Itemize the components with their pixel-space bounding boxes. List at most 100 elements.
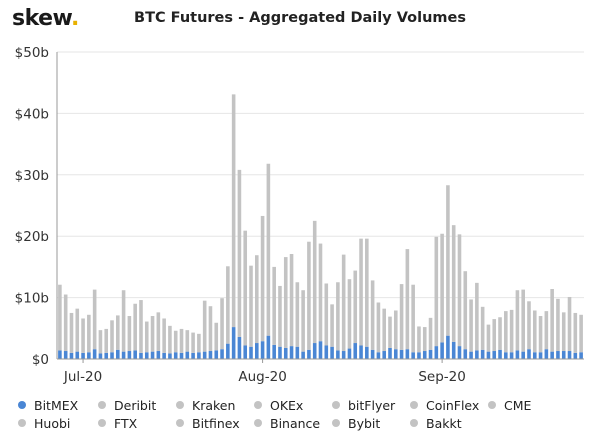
bar-bitmex (353, 343, 358, 359)
bar-other-exchanges (69, 312, 74, 353)
legend-item-bitfinex[interactable]: Bitfinex (176, 416, 254, 431)
bar-bitmex (579, 352, 583, 359)
bar-other-exchanges (359, 238, 363, 346)
legend-item-bitmex[interactable]: BitMEX (18, 398, 98, 413)
bar-other-exchanges (127, 316, 132, 352)
legend-swatch (18, 419, 26, 427)
bar-other-exchanges (330, 304, 334, 347)
bar-other-exchanges (341, 254, 346, 352)
bar-other-exchanges (376, 302, 381, 353)
bar-other-exchanges (185, 330, 190, 352)
bar-bitmex (451, 341, 456, 359)
bar-bitmex (492, 351, 497, 359)
legend-row: Huobi FTX Bitfinex Binance Bybit Bakkt (18, 414, 593, 432)
brand-dot: . (70, 6, 79, 31)
bar-other-exchanges (220, 298, 224, 350)
bar-bitmex (324, 345, 329, 359)
bar-bitmex (139, 352, 143, 359)
bar-other-exchanges (544, 311, 549, 350)
legend-item-kraken[interactable]: Kraken (176, 398, 254, 413)
bar-other-exchanges (255, 255, 259, 344)
bar-bitmex (295, 346, 300, 359)
bar-other-exchanges (567, 296, 572, 352)
bar-other-exchanges (382, 308, 386, 352)
bar-bitmex (556, 351, 560, 359)
legend-item-cme[interactable]: CME (488, 398, 558, 413)
bar-bitmex (440, 342, 444, 359)
bar-bitmex (480, 349, 485, 359)
legend-item-bybit[interactable]: Bybit (332, 416, 410, 431)
bar-other-exchanges (428, 317, 433, 350)
bar-other-exchanges (104, 328, 109, 353)
bar-other-exchanges (411, 284, 415, 353)
legend-label: bitFlyer (348, 397, 396, 413)
bar-bitmex (515, 350, 520, 359)
y-tick-label: $20b (15, 229, 49, 245)
bar-bitmex (376, 352, 381, 359)
bar-bitmex (127, 351, 132, 359)
bar-bitmex (457, 346, 462, 359)
legend-label: Bitfinex (192, 415, 240, 431)
bar-other-exchanges (515, 290, 520, 351)
bar-bitmex (312, 343, 317, 359)
legend-item-okex[interactable]: OKEx (254, 398, 332, 413)
bar-other-exchanges (399, 284, 404, 350)
bar-other-exchanges (116, 315, 120, 350)
legend-label: Huobi (34, 415, 71, 431)
legend-item-bitflyer[interactable]: bitFlyer (332, 398, 410, 413)
bar-other-exchanges (231, 94, 236, 328)
bar-other-exchanges (208, 306, 213, 352)
bar-other-exchanges (121, 290, 126, 352)
bar-other-exchanges (556, 298, 560, 352)
legend-swatch (332, 419, 340, 427)
legend-label: Bakkt (426, 415, 462, 431)
legend-label: CoinFlex (426, 397, 480, 413)
bar-bitmex (185, 351, 190, 359)
legend-item-huobi[interactable]: Huobi (18, 416, 98, 431)
bar-bitmex (104, 352, 109, 359)
y-tick-label: $40b (15, 106, 49, 122)
bar-other-exchanges (266, 163, 271, 336)
bar-bitmex (388, 347, 392, 359)
volume-chart: $0 $10b $20b $30b $40b $50b Jul-20 Aug-20 Sep-20 (15, 45, 584, 385)
x-tick-label: Sep-20 (418, 369, 466, 385)
bar-bitmex (110, 352, 114, 359)
bar-other-exchanges (446, 185, 450, 336)
legend-swatch (410, 419, 418, 427)
legend-item-ftx[interactable]: FTX (98, 416, 176, 431)
legend-item-deribit[interactable]: Deribit (98, 398, 176, 413)
bar-other-exchanges (550, 289, 554, 352)
legend-item-bakkt[interactable]: Bakkt (410, 416, 488, 431)
legend-item-binance[interactable]: Binance (254, 416, 332, 431)
legend-swatch (254, 419, 262, 427)
bar-other-exchanges (249, 265, 253, 347)
chart-title: BTC Futures - Aggregated Daily Volumes (134, 10, 466, 26)
bar-bitmex (283, 347, 288, 359)
bar-bitmex (486, 351, 491, 359)
bar-other-exchanges (75, 308, 80, 352)
bar-other-exchanges (405, 249, 410, 350)
bar-other-exchanges (226, 266, 230, 344)
bar-bitmex (434, 346, 439, 359)
bar-other-exchanges (393, 310, 398, 350)
bar-other-exchanges (440, 233, 444, 343)
bar-other-exchanges (422, 327, 427, 352)
legend-swatch (98, 419, 106, 427)
y-tick-label: $0 (32, 352, 49, 368)
legend-swatch (98, 401, 106, 409)
bar-other-exchanges (139, 300, 143, 353)
bar-other-exchanges (237, 169, 242, 337)
bar-bitmex (243, 345, 248, 359)
legend-item-coinflex[interactable]: CoinFlex (410, 398, 488, 413)
bar-bitmex (573, 352, 578, 359)
legend-swatch (410, 401, 418, 409)
bar-other-exchanges (92, 289, 97, 350)
legend-swatch (332, 401, 340, 409)
bar-other-exchanges (538, 316, 543, 353)
legend-swatch (18, 401, 26, 409)
bar-bitmex (475, 350, 479, 359)
bar-other-exchanges (278, 285, 282, 347)
bar-other-exchanges (283, 257, 288, 348)
bar-other-exchanges (243, 230, 248, 346)
legend-swatch (176, 401, 184, 409)
